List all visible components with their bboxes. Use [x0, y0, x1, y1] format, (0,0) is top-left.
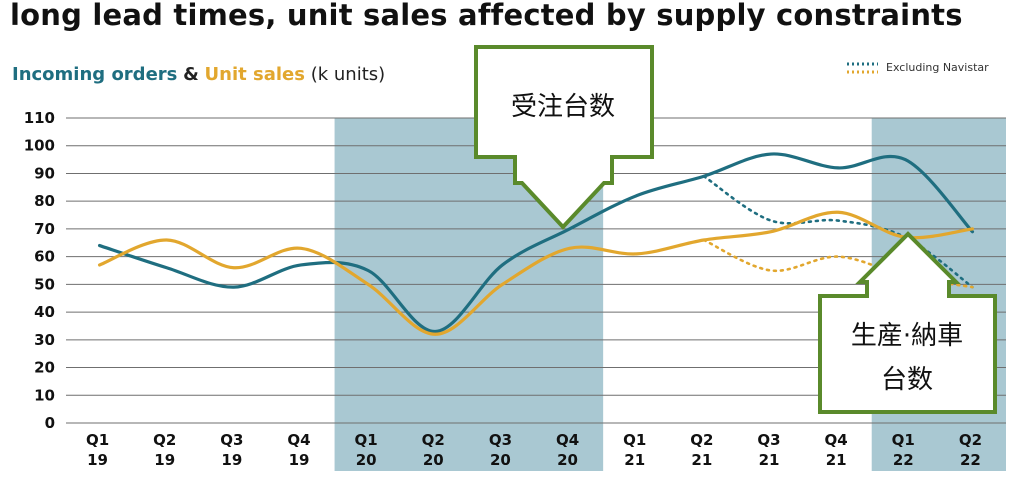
series-lines [97, 152, 975, 336]
y-tick-label: 90 [34, 164, 55, 182]
y-tick-label: 40 [34, 303, 55, 321]
y-tick-label: 60 [34, 248, 55, 266]
x-tick-label-quarter: Q1 [623, 431, 646, 449]
x-tick-label-year: 19 [87, 451, 108, 469]
y-tick-label: 20 [34, 359, 55, 377]
x-tick-label-quarter: Q1 [355, 431, 378, 449]
series-line-dotted-orders [702, 174, 974, 289]
y-tick-label: 0 [45, 414, 55, 432]
x-tick-label-quarter: Q3 [220, 431, 243, 449]
x-tick-label-quarter: Q2 [959, 431, 982, 449]
callout-sales: 生産·納車 台数 [818, 231, 997, 414]
x-tick-label-year: 20 [490, 451, 511, 469]
subtitle-unit: (k units) [310, 64, 386, 85]
callout-sales-text-line2: 台数 [881, 365, 933, 395]
callout-sales-shape [818, 231, 997, 414]
y-tick-label: 100 [24, 137, 55, 155]
x-tick-label-year: 20 [557, 451, 578, 469]
x-tick-label-year: 20 [356, 451, 377, 469]
y-axis-ticks: 0 10 20 30 40 50 60 70 80 90 100 110 [24, 109, 55, 432]
x-tick-label-year: 19 [221, 451, 242, 469]
x-tick-label-quarter: Q2 [690, 431, 713, 449]
subtitle-ampersand: & [183, 64, 199, 85]
x-tick-label-year: 19 [154, 451, 175, 469]
x-tick-label-year: 22 [960, 451, 981, 469]
x-tick-label-year: 19 [289, 451, 310, 469]
subtitle-sales-label: Unit sales [204, 64, 305, 85]
x-axis-ticks: Q1 19 Q2 19 Q3 19 Q4 19 Q1 20 Q2 20 Q3 20 Q4 20 Q1 21 Q2 21… [86, 431, 982, 469]
legend-excluding-label: Excluding Navistar [886, 61, 989, 74]
x-tick-label-quarter: Q4 [825, 431, 848, 449]
series-line-dotted-sales [702, 238, 974, 289]
x-tick-label-year: 21 [624, 451, 645, 469]
chart-subtitle: Incoming orders & Unit sales (k units) [12, 64, 385, 85]
legend: Excluding Navistar [847, 61, 989, 74]
chart-title: long lead times, unit sales affected by … [10, 0, 963, 32]
subtitle-orders-label: Incoming orders [12, 64, 178, 85]
y-tick-label: 50 [34, 275, 55, 293]
y-tick-label: 80 [34, 192, 55, 210]
x-tick-label-year: 22 [893, 451, 914, 469]
y-tick-label: 30 [34, 331, 55, 349]
y-tick-label: 70 [34, 220, 55, 238]
callout-sales-text-line1: 生産·納車 [851, 321, 963, 351]
x-tick-label-quarter: Q2 [422, 431, 445, 449]
series-line-orders [97, 152, 975, 334]
x-tick-label-quarter: Q3 [757, 431, 780, 449]
x-tick-label-quarter: Q3 [489, 431, 512, 449]
y-tick-label: 110 [24, 109, 55, 127]
x-tick-label-year: 21 [691, 451, 712, 469]
x-tick-label-quarter: Q4 [556, 431, 579, 449]
x-tick-label-year: 20 [423, 451, 444, 469]
x-tick-label-quarter: Q1 [892, 431, 915, 449]
x-tick-label-year: 21 [826, 451, 847, 469]
x-tick-label-quarter: Q1 [86, 431, 109, 449]
x-tick-label-quarter: Q4 [287, 431, 310, 449]
callout-orders-shape [474, 45, 654, 230]
callout-orders: 受注台数 [474, 45, 654, 230]
x-tick-label-year: 21 [759, 451, 780, 469]
series-line-sales [97, 210, 975, 336]
x-tick-label-quarter: Q2 [153, 431, 176, 449]
y-tick-label: 10 [34, 386, 55, 404]
callout-orders-text: 受注台数 [511, 92, 615, 122]
